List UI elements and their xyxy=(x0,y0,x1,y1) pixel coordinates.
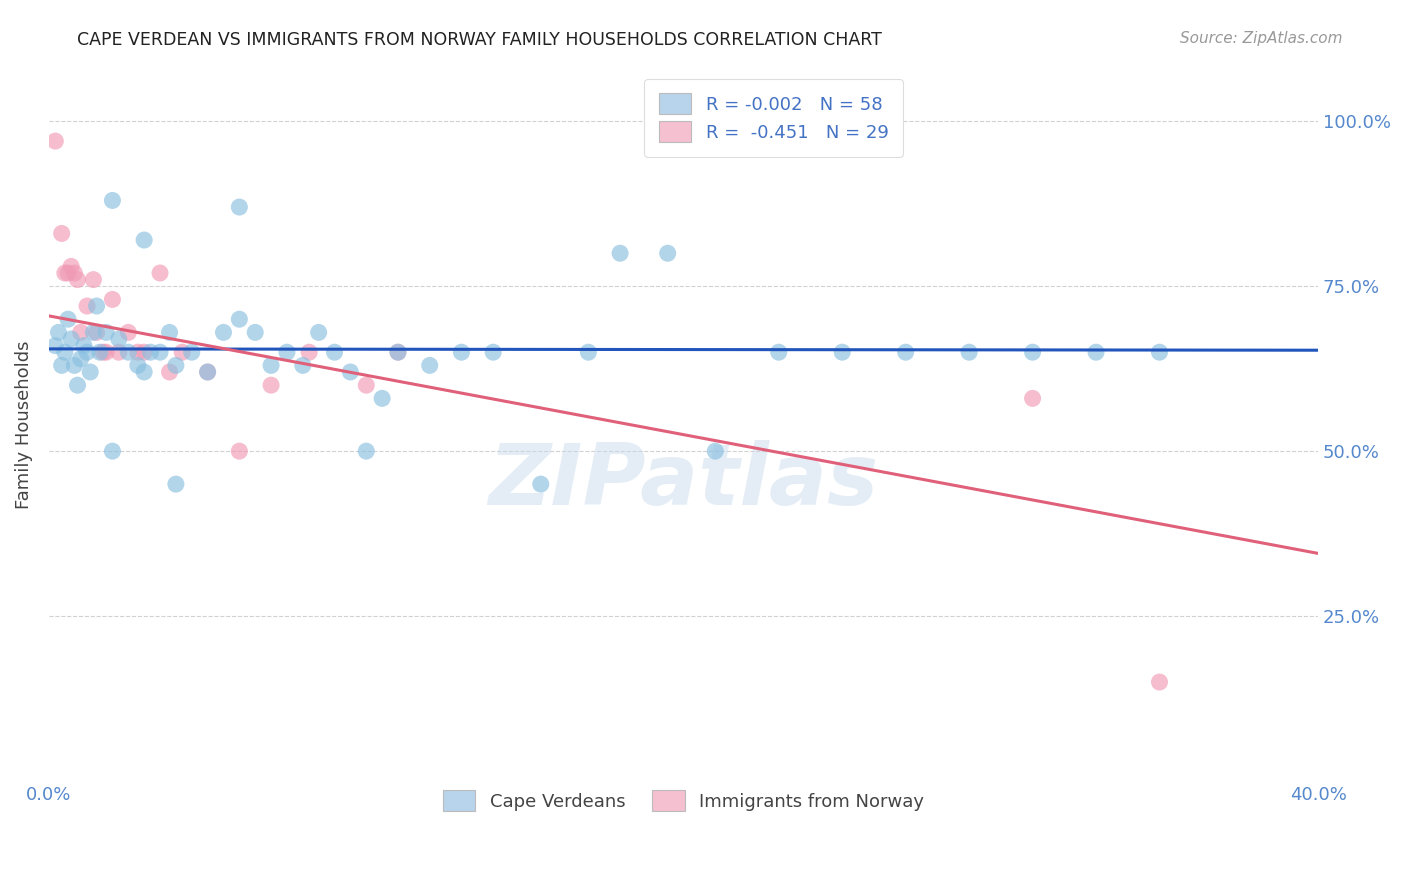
Point xyxy=(172,345,194,359)
Point xyxy=(197,365,219,379)
Point xyxy=(63,359,86,373)
Point xyxy=(165,359,187,373)
Point xyxy=(260,378,283,392)
Point xyxy=(159,326,181,340)
Point xyxy=(79,365,101,379)
Point xyxy=(228,312,250,326)
Point xyxy=(69,351,91,366)
Point xyxy=(117,326,139,340)
Point xyxy=(308,326,330,340)
Legend: Cape Verdeans, Immigrants from Norway: Cape Verdeans, Immigrants from Norway xyxy=(429,776,939,825)
Point xyxy=(66,378,89,392)
Point xyxy=(134,233,156,247)
Point xyxy=(212,326,235,340)
Point xyxy=(768,345,790,359)
Point xyxy=(44,134,66,148)
Point xyxy=(323,345,346,359)
Point xyxy=(107,332,129,346)
Point xyxy=(371,392,394,406)
Point xyxy=(94,345,117,359)
Point xyxy=(127,359,149,373)
Point xyxy=(957,345,980,359)
Point xyxy=(228,200,250,214)
Point xyxy=(1021,345,1043,359)
Point xyxy=(291,359,314,373)
Point xyxy=(159,365,181,379)
Point xyxy=(298,345,321,359)
Point xyxy=(1021,392,1043,406)
Point xyxy=(60,332,83,346)
Point xyxy=(86,299,108,313)
Point xyxy=(530,477,553,491)
Point xyxy=(197,365,219,379)
Point xyxy=(165,477,187,491)
Point xyxy=(180,345,202,359)
Point xyxy=(56,266,79,280)
Point xyxy=(48,326,70,340)
Point xyxy=(609,246,631,260)
Point xyxy=(101,293,124,307)
Text: ZIPatlas: ZIPatlas xyxy=(488,441,879,524)
Point xyxy=(134,365,156,379)
Point xyxy=(450,345,472,359)
Point xyxy=(339,365,361,379)
Point xyxy=(134,345,156,359)
Point xyxy=(94,326,117,340)
Point xyxy=(276,345,298,359)
Point xyxy=(76,299,98,313)
Point xyxy=(60,260,83,274)
Point xyxy=(53,345,76,359)
Point xyxy=(482,345,505,359)
Text: CAPE VERDEAN VS IMMIGRANTS FROM NORWAY FAMILY HOUSEHOLDS CORRELATION CHART: CAPE VERDEAN VS IMMIGRANTS FROM NORWAY F… xyxy=(77,31,882,49)
Point xyxy=(576,345,599,359)
Point xyxy=(82,272,104,286)
Point xyxy=(139,345,162,359)
Point xyxy=(76,345,98,359)
Point xyxy=(387,345,409,359)
Point xyxy=(101,444,124,458)
Point xyxy=(1149,345,1171,359)
Point xyxy=(101,194,124,208)
Point xyxy=(127,345,149,359)
Point xyxy=(89,345,111,359)
Point xyxy=(1085,345,1108,359)
Point xyxy=(82,326,104,340)
Point xyxy=(63,266,86,280)
Point xyxy=(149,266,172,280)
Point xyxy=(56,312,79,326)
Point xyxy=(44,338,66,352)
Point xyxy=(356,444,378,458)
Point xyxy=(894,345,917,359)
Point xyxy=(69,326,91,340)
Point xyxy=(91,345,114,359)
Point xyxy=(260,359,283,373)
Point xyxy=(53,266,76,280)
Point xyxy=(73,338,96,352)
Point xyxy=(51,227,73,241)
Point xyxy=(1149,675,1171,690)
Point xyxy=(387,345,409,359)
Point xyxy=(149,345,172,359)
Point xyxy=(107,345,129,359)
Point xyxy=(419,359,441,373)
Point xyxy=(657,246,679,260)
Point xyxy=(66,272,89,286)
Point xyxy=(228,444,250,458)
Point xyxy=(704,444,727,458)
Y-axis label: Family Households: Family Households xyxy=(15,341,32,509)
Point xyxy=(86,326,108,340)
Point xyxy=(245,326,267,340)
Point xyxy=(51,359,73,373)
Text: Source: ZipAtlas.com: Source: ZipAtlas.com xyxy=(1180,31,1343,46)
Point xyxy=(117,345,139,359)
Point xyxy=(356,378,378,392)
Point xyxy=(831,345,853,359)
